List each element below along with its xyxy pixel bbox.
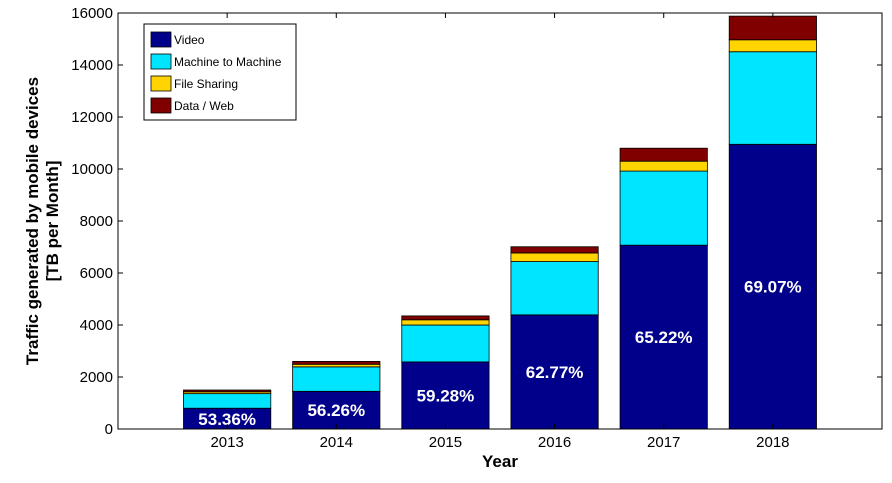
bar-percentage-label: 56.26% <box>307 401 365 420</box>
x-tick-label: 2013 <box>210 434 243 451</box>
legend-swatch <box>150 53 172 70</box>
y-tick-label: 4000 <box>80 317 113 334</box>
bar-percentage-label: 69.07% <box>744 278 802 297</box>
y-axis-title: Traffic generated by mobile devices[TB p… <box>23 77 62 365</box>
legend: Video Machine to Machine File Sharing Data … <box>143 23 297 121</box>
x-tick-label: 2014 <box>320 434 353 451</box>
bar-percentage-labels: 53.36% 56.26% 59.28% 62.77% 65.22% 69.07% <box>198 278 801 429</box>
bar-segment-video-2017 <box>619 244 708 430</box>
y-tick-label: 6000 <box>80 265 113 282</box>
legend-label: Machine to Machine <box>174 55 282 69</box>
bar-segment-machine-to-machine-2016 <box>510 261 599 316</box>
legend-label: Video <box>174 33 205 47</box>
y-axis-title-line: [TB per Month] <box>43 161 62 282</box>
legend-swatch <box>150 75 172 92</box>
x-tick-label: 2015 <box>429 434 462 451</box>
y-axis-ticks: 0 2000 4000 6000 8000 10000 12000 14000 16000 <box>71 5 882 438</box>
bar-segment-data-web-2013 <box>183 389 272 393</box>
bar-segment-file-sharing-2015 <box>401 319 490 326</box>
bar-percentage-label: 53.36% <box>198 410 256 429</box>
bar-segment-video-2016 <box>510 314 599 430</box>
legend-swatch <box>150 97 172 114</box>
bar-segment-data-web-2018 <box>728 15 817 41</box>
bar-segment-machine-to-machine-2017 <box>619 170 708 246</box>
bar-segment-file-sharing-2016 <box>510 252 599 262</box>
y-tick-label: 8000 <box>80 213 113 230</box>
bar-segment-video-2015 <box>401 361 490 430</box>
y-tick-label: 16000 <box>71 5 113 22</box>
bar-percentage-label: 59.28% <box>417 386 475 405</box>
bar-segment-machine-to-machine-2015 <box>401 324 490 363</box>
y-tick-label: 10000 <box>71 161 113 178</box>
bar-segment-data-web-2014 <box>292 360 381 365</box>
bar-segment-machine-to-machine-2013 <box>183 393 272 409</box>
x-tick-label: 2016 <box>538 434 571 451</box>
y-tick-label: 12000 <box>71 109 113 126</box>
bar-segment-video-2018 <box>728 143 817 430</box>
x-tick-label: 2017 <box>647 434 680 451</box>
bars-layer <box>183 15 817 430</box>
legend-swatch <box>150 31 172 48</box>
y-tick-label: 14000 <box>71 57 113 74</box>
y-tick-label: 2000 <box>80 369 113 386</box>
bar-segment-machine-to-machine-2018 <box>728 51 817 145</box>
y-tick-label: 0 <box>105 421 113 438</box>
bar-percentage-label: 65.22% <box>635 328 693 347</box>
bar-segment-machine-to-machine-2014 <box>292 366 381 392</box>
bar-percentage-label: 62.77% <box>526 363 584 382</box>
legend-label: File Sharing <box>174 77 238 91</box>
bar-segment-data-web-2017 <box>619 147 708 162</box>
legend-label: Data / Web <box>174 99 234 113</box>
x-tick-label: 2018 <box>756 434 789 451</box>
x-axis-ticks: 2013 2014 2015 2016 2017 2018 <box>210 13 790 451</box>
bar-segment-file-sharing-2017 <box>619 160 708 172</box>
y-axis-title-line: Traffic generated by mobile devices <box>23 77 42 365</box>
bar-segment-data-web-2015 <box>401 315 490 321</box>
x-axis-title: Year <box>482 452 518 471</box>
bar-segment-data-web-2016 <box>510 246 599 254</box>
bar-segment-file-sharing-2018 <box>728 39 817 53</box>
